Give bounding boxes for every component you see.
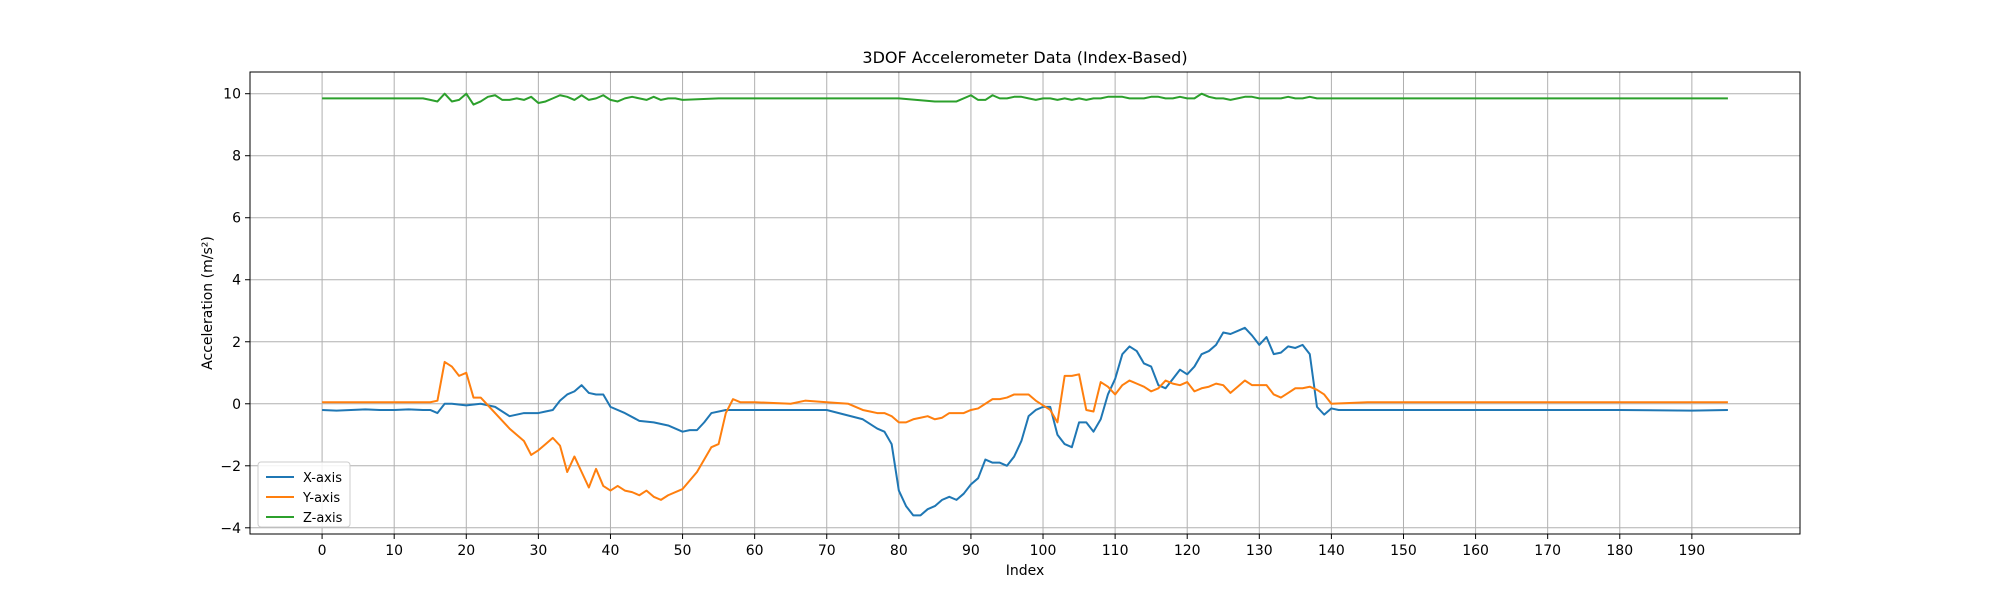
y-tick-label: 10 xyxy=(223,87,241,103)
x-axis-ticks: 0 10 20 30 40 50 60 70 80 90 100 110 120 130 140 150 160… xyxy=(318,534,1705,559)
x-axis-label: Index xyxy=(1006,563,1045,579)
series-line-x-axis xyxy=(322,326,1728,517)
x-tick-label: 160 xyxy=(1462,543,1489,559)
series-line-y-axis xyxy=(322,360,1728,501)
y-tick-label: 0 xyxy=(232,397,241,413)
chart-title: 3DOF Accelerometer Data (Index-Based) xyxy=(862,48,1187,67)
x-tick-label: 110 xyxy=(1102,543,1129,559)
x-tick-label: 30 xyxy=(529,543,547,559)
legend-label: X-axis xyxy=(303,471,342,486)
grid-lines xyxy=(250,72,1800,534)
x-tick-label: 0 xyxy=(318,543,327,559)
x-tick-label: 40 xyxy=(602,543,620,559)
legend: X-axis Y-axis Z-axis xyxy=(257,461,351,528)
y-axis-ticks: −4 −2 0 2 4 6 8 10 xyxy=(220,87,250,537)
y-tick-label: 6 xyxy=(232,211,241,227)
y-tick-label: −4 xyxy=(220,521,241,537)
x-tick-label: 50 xyxy=(674,543,692,559)
legend-frame xyxy=(257,461,351,528)
x-tick-label: 130 xyxy=(1246,543,1273,559)
x-tick-label: 150 xyxy=(1390,543,1417,559)
y-tick-label: −2 xyxy=(220,459,241,475)
legend-label: Y-axis xyxy=(302,491,340,506)
x-tick-label: 180 xyxy=(1606,543,1633,559)
x-tick-label: 10 xyxy=(385,543,403,559)
y-tick-label: 2 xyxy=(232,335,241,351)
x-tick-label: 20 xyxy=(457,543,475,559)
series-line-z-axis xyxy=(322,92,1728,106)
x-tick-label: 140 xyxy=(1318,543,1345,559)
plot-area-frame xyxy=(249,71,1801,535)
y-axis-label: Acceleration (m/s²) xyxy=(200,236,216,370)
x-tick-label: 80 xyxy=(890,543,908,559)
y-tick-label: 8 xyxy=(232,149,241,165)
x-tick-label: 60 xyxy=(746,543,764,559)
x-tick-label: 100 xyxy=(1030,543,1057,559)
x-tick-label: 190 xyxy=(1678,543,1705,559)
series-lines xyxy=(322,92,1728,517)
y-tick-label: 4 xyxy=(232,273,241,289)
x-tick-label: 90 xyxy=(962,543,980,559)
x-tick-label: 70 xyxy=(818,543,836,559)
legend-label: Z-axis xyxy=(303,511,343,526)
x-tick-label: 170 xyxy=(1534,543,1561,559)
legend-entries: X-axis Y-axis Z-axis xyxy=(266,471,343,526)
x-tick-label: 120 xyxy=(1174,543,1201,559)
